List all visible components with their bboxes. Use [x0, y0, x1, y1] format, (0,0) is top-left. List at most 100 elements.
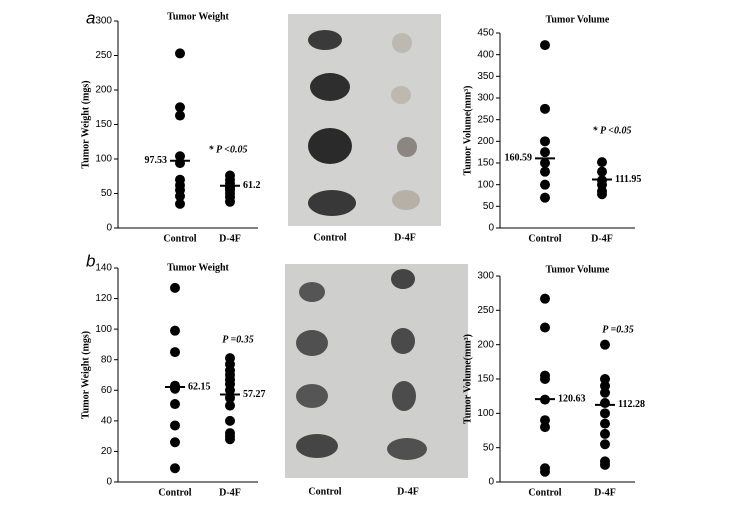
panel-label: a: [86, 8, 95, 27]
y-tick-label: 450: [477, 28, 494, 39]
data-point: [170, 420, 180, 431]
data-point: [540, 293, 550, 304]
data-point: [540, 415, 550, 426]
annotation: * P <0.05: [209, 144, 248, 155]
data-point: [600, 387, 610, 398]
y-tick-label: 100: [95, 324, 112, 335]
y-tick-label: 140: [95, 263, 112, 274]
y-tick-label: 350: [477, 71, 494, 82]
data-point: [175, 102, 185, 113]
photo-label: D-4F: [397, 486, 419, 497]
mean-label: 57.27: [243, 389, 266, 400]
y-tick-label: 250: [95, 50, 112, 61]
data-point: [540, 192, 550, 203]
y-tick-label: 100: [477, 408, 494, 419]
data-point: [540, 322, 550, 333]
y-tick-label: 120: [95, 293, 112, 304]
annotation: P =0.35: [602, 324, 633, 335]
y-tick-label: 50: [101, 188, 113, 199]
y-tick-label: 0: [488, 223, 494, 234]
data-point: [170, 325, 180, 336]
y-tick-label: 100: [95, 154, 112, 165]
data-point: [600, 408, 610, 419]
x-tick-label: Control: [528, 233, 561, 244]
chart-title: Tumor Volume: [546, 264, 610, 275]
data-point: [540, 422, 550, 433]
data-point: [175, 191, 185, 202]
mean-label: 61.2: [243, 180, 261, 191]
data-point: [540, 466, 550, 477]
data-point: [540, 136, 550, 147]
y-axis-label: Tumor Weight (mgs): [80, 80, 91, 168]
data-point: [600, 339, 610, 350]
y-tick-label: 80: [101, 354, 113, 365]
data-point: [540, 374, 550, 384]
y-tick-label: 0: [106, 477, 112, 488]
chart-title: Tumor Weight: [167, 262, 229, 273]
annotation: * P <0.05: [593, 125, 632, 136]
x-tick-label: Control: [158, 487, 191, 498]
y-tick-label: 200: [95, 85, 112, 96]
data-point: [597, 189, 607, 200]
data-point: [175, 151, 185, 162]
photo: [285, 264, 468, 478]
data-point: [225, 415, 235, 426]
y-tick-label: 60: [101, 385, 113, 396]
annotation: P =0.35: [222, 334, 253, 345]
data-point: [540, 147, 550, 158]
x-tick-label: D-4F: [591, 233, 613, 244]
data-point: [540, 40, 550, 51]
data-point: [540, 179, 550, 190]
y-tick-label: 250: [477, 114, 494, 125]
x-tick-label: Control: [163, 233, 196, 244]
chart-title: Tumor Weight: [167, 11, 229, 22]
panel-label: b: [86, 251, 95, 270]
y-tick-label: 100: [477, 179, 494, 190]
mean-label: 111.95: [615, 174, 641, 185]
data-point: [175, 110, 185, 121]
data-point: [540, 103, 550, 114]
data-point: [175, 158, 185, 169]
y-tick-label: 200: [477, 339, 494, 350]
mean-label: 112.28: [618, 399, 645, 410]
data-point: [600, 374, 610, 384]
y-tick-label: 40: [101, 415, 113, 426]
x-tick-label: Control: [528, 487, 561, 498]
y-tick-label: 20: [101, 446, 113, 457]
data-point: [597, 166, 607, 177]
data-point: [225, 196, 235, 207]
mean-label: 160.59: [505, 153, 533, 164]
data-point: [600, 380, 610, 391]
data-point: [600, 428, 610, 439]
y-tick-label: 300: [477, 93, 494, 104]
data-point: [540, 158, 550, 168]
photo-label: Control: [313, 232, 346, 243]
data-point: [170, 463, 180, 474]
data-point: [175, 198, 185, 209]
y-tick-label: 50: [483, 442, 495, 453]
data-point: [600, 418, 610, 429]
y-axis-label: Tumor Volume(mm³): [462, 86, 473, 176]
y-tick-label: 400: [477, 49, 494, 60]
y-tick-label: 0: [488, 477, 494, 488]
data-point: [170, 383, 180, 394]
y-tick-label: 0: [106, 223, 112, 234]
data-point: [170, 282, 180, 293]
data-point: [600, 459, 610, 470]
y-tick-label: 150: [477, 158, 494, 169]
data-point: [170, 399, 180, 410]
y-axis-label: Tumor Weight (mgs): [80, 331, 91, 419]
chart-title: Tumor Volume: [546, 14, 610, 25]
y-tick-label: 150: [95, 119, 112, 130]
x-tick-label: D-4F: [219, 233, 241, 244]
data-point: [170, 347, 180, 358]
data-point: [225, 400, 235, 411]
data-point: [225, 385, 235, 396]
data-point: [170, 437, 180, 448]
mean-label: 62.15: [188, 381, 211, 392]
data-point: [600, 398, 610, 409]
y-tick-label: 200: [477, 136, 494, 147]
x-tick-label: D-4F: [594, 487, 616, 498]
data-point: [175, 48, 185, 59]
